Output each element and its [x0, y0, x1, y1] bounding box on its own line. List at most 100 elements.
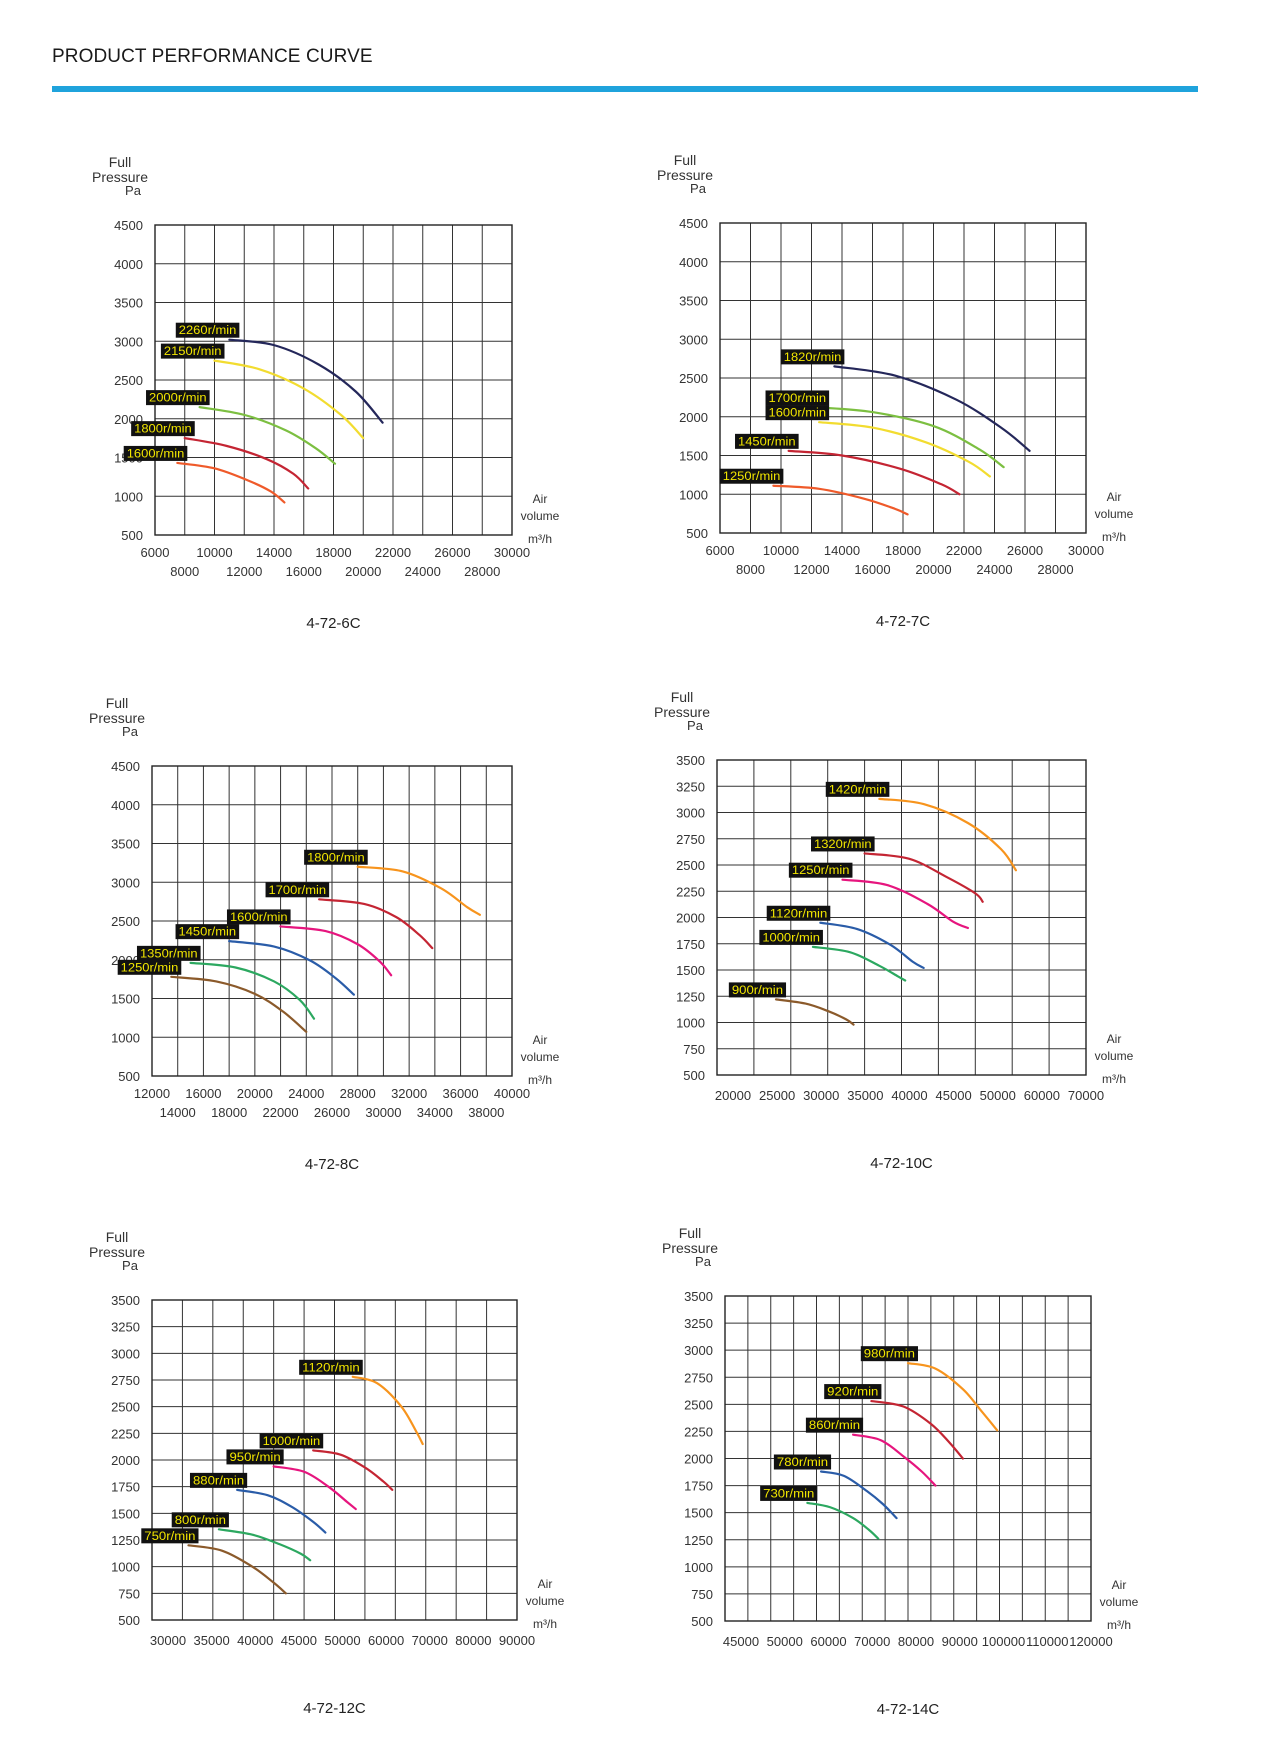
x-tick-label: 12000	[793, 562, 829, 577]
x-axis-title-line-1: Air	[538, 1577, 553, 1591]
y-axis-unit: Pa	[687, 718, 704, 733]
x-tick-label: 34000	[417, 1105, 453, 1120]
grid	[151, 1299, 518, 1621]
y-tick-label: 500	[691, 1614, 713, 1629]
x-tick-label: 20000	[345, 564, 381, 579]
x-tick-label: 20000	[915, 562, 951, 577]
x-tick-label: 35000	[847, 1088, 883, 1103]
x-tick-label: 36000	[442, 1086, 478, 1101]
y-tick-label: 1000	[111, 1560, 140, 1575]
series-label-860r/min: 860r/min	[805, 1417, 864, 1433]
plot-frame	[154, 224, 513, 536]
y-tick-label: 2500	[676, 858, 705, 873]
y-tick-label: 2250	[684, 1424, 713, 1439]
series-line-1450r/min	[228, 940, 355, 996]
y-tick-label: 2000	[111, 1453, 140, 1468]
x-tick-label: 26000	[434, 545, 470, 560]
chart-caption: 4-72-8C	[304, 1156, 360, 1173]
chart-caption: 4-72-10C	[870, 1155, 933, 1172]
x-tick-label: 30000	[803, 1088, 839, 1103]
x-tick-label: 40000	[237, 1633, 273, 1648]
x-tick-label: 35000	[194, 1633, 230, 1648]
series-label-bg	[265, 882, 330, 898]
y-axis-title: Full Pressure	[85, 155, 155, 185]
series-label-bg	[136, 945, 201, 961]
series-label-1600r/min: 1600r/min	[226, 909, 291, 925]
chart-svg: Pa 3500 3250 3000 2750 2500 2250 2000 1750 1500 12…	[676, 718, 1134, 1103]
series-label-bg	[189, 1472, 248, 1488]
series-line-980r/min	[906, 1362, 999, 1432]
series-label-920r/min: 920r/min	[824, 1384, 882, 1400]
y-tick-label: 1250	[111, 1533, 140, 1548]
x-tick-label: 60000	[1024, 1088, 1060, 1103]
series-line-780r/min	[819, 1470, 898, 1520]
series-label-text: 980r/min	[864, 1349, 915, 1361]
x-tick-label: 28000	[1037, 562, 1073, 577]
y-tick-label: 2500	[114, 373, 143, 388]
series-label-text: 2000r/min	[149, 393, 207, 405]
series-line-1000r/min	[312, 1449, 394, 1491]
series-line-1820r/min	[833, 365, 1031, 452]
y-tick-label: 4000	[679, 255, 708, 270]
x-axis-title-line-2: volume	[521, 509, 560, 523]
y-tick-label: 3000	[111, 875, 140, 890]
series-line-1700r/min	[318, 898, 434, 950]
y-tick-label: 1500	[684, 1506, 713, 1521]
series-label-text: 780r/min	[777, 1457, 828, 1469]
x-tick-label: 24000	[288, 1086, 324, 1101]
series-label-730r/min: 730r/min	[760, 1485, 818, 1501]
x-tick-label: 100000	[982, 1634, 1025, 1649]
x-tick-label: 30000	[494, 545, 530, 560]
y-axis-title: Full Pressure	[82, 696, 152, 726]
chart-panel-4-72-7C: Full Pressure Pa 4500 4000 3500 3000 2500 2000 15…	[657, 145, 1260, 645]
plot-frame	[151, 1299, 518, 1621]
y-tick-label: 2500	[111, 1400, 140, 1415]
x-axis-unit: m³/h	[1107, 1618, 1131, 1632]
series-line-800r/min	[217, 1528, 312, 1562]
series-label-1420r/min: 1420r/min	[825, 781, 890, 797]
y-title-line-1: Full	[105, 1229, 129, 1245]
x-axis-unit: m³/h	[533, 1617, 557, 1631]
y-tick-label: 500	[121, 528, 143, 543]
series-label-text: 750r/min	[144, 1531, 195, 1543]
series-label-1250r/min: 1250r/min	[117, 959, 182, 975]
y-tick-label: 4500	[679, 216, 708, 231]
series-line-1120r/min	[819, 921, 925, 969]
series-line-920r/min	[870, 1399, 964, 1460]
y-axis-title: Full Pressure	[655, 1226, 725, 1256]
series-label-text: 920r/min	[827, 1387, 878, 1399]
series-line-1320r/min	[863, 852, 984, 903]
series-label-880r/min: 880r/min	[189, 1472, 248, 1488]
y-tick-label: 1000	[111, 1030, 140, 1045]
series-label-2000r/min: 2000r/min	[146, 390, 210, 406]
series-line-1450r/min	[787, 449, 961, 496]
x-tick-label: 18000	[315, 545, 351, 560]
chart-caption: 4-72-12C	[303, 1700, 366, 1717]
y-tick-label: 3500	[114, 296, 143, 311]
series-label-2260r/min: 2260r/min	[175, 322, 240, 338]
y-tick-label: 1000	[679, 487, 708, 502]
x-tick-label: 60000	[810, 1634, 846, 1649]
series-label-bg	[765, 390, 830, 406]
series-line-1250r/min	[170, 975, 308, 1033]
series-line-750r/min	[187, 1544, 287, 1595]
y-tick-label: 500	[118, 1069, 140, 1084]
y-tick-label: 3000	[679, 332, 708, 347]
y-tick-label: 3250	[684, 1316, 713, 1331]
x-axis-title-line-2: volume	[1100, 1595, 1139, 1609]
series-label-bg	[123, 445, 188, 461]
y-axis-title: Full Pressure	[650, 153, 720, 183]
series-line-1700r/min	[818, 406, 1005, 469]
series-line-1000r/min	[811, 945, 907, 982]
series-label-1120r/min: 1120r/min	[766, 905, 831, 921]
x-axis-title-line-1: Air	[1112, 1578, 1127, 1592]
y-tick-label: 1750	[111, 1480, 140, 1495]
x-tick-label: 70000	[854, 1634, 890, 1649]
x-tick-label: 22000	[946, 543, 982, 558]
series-label-750r/min: 750r/min	[141, 1528, 199, 1544]
x-tick-label: 80000	[455, 1633, 491, 1648]
x-tick-label: 18000	[211, 1105, 247, 1120]
series-label-text: 860r/min	[809, 1420, 860, 1432]
y-tick-label: 1250	[676, 989, 705, 1004]
plot-frame	[151, 765, 513, 1077]
